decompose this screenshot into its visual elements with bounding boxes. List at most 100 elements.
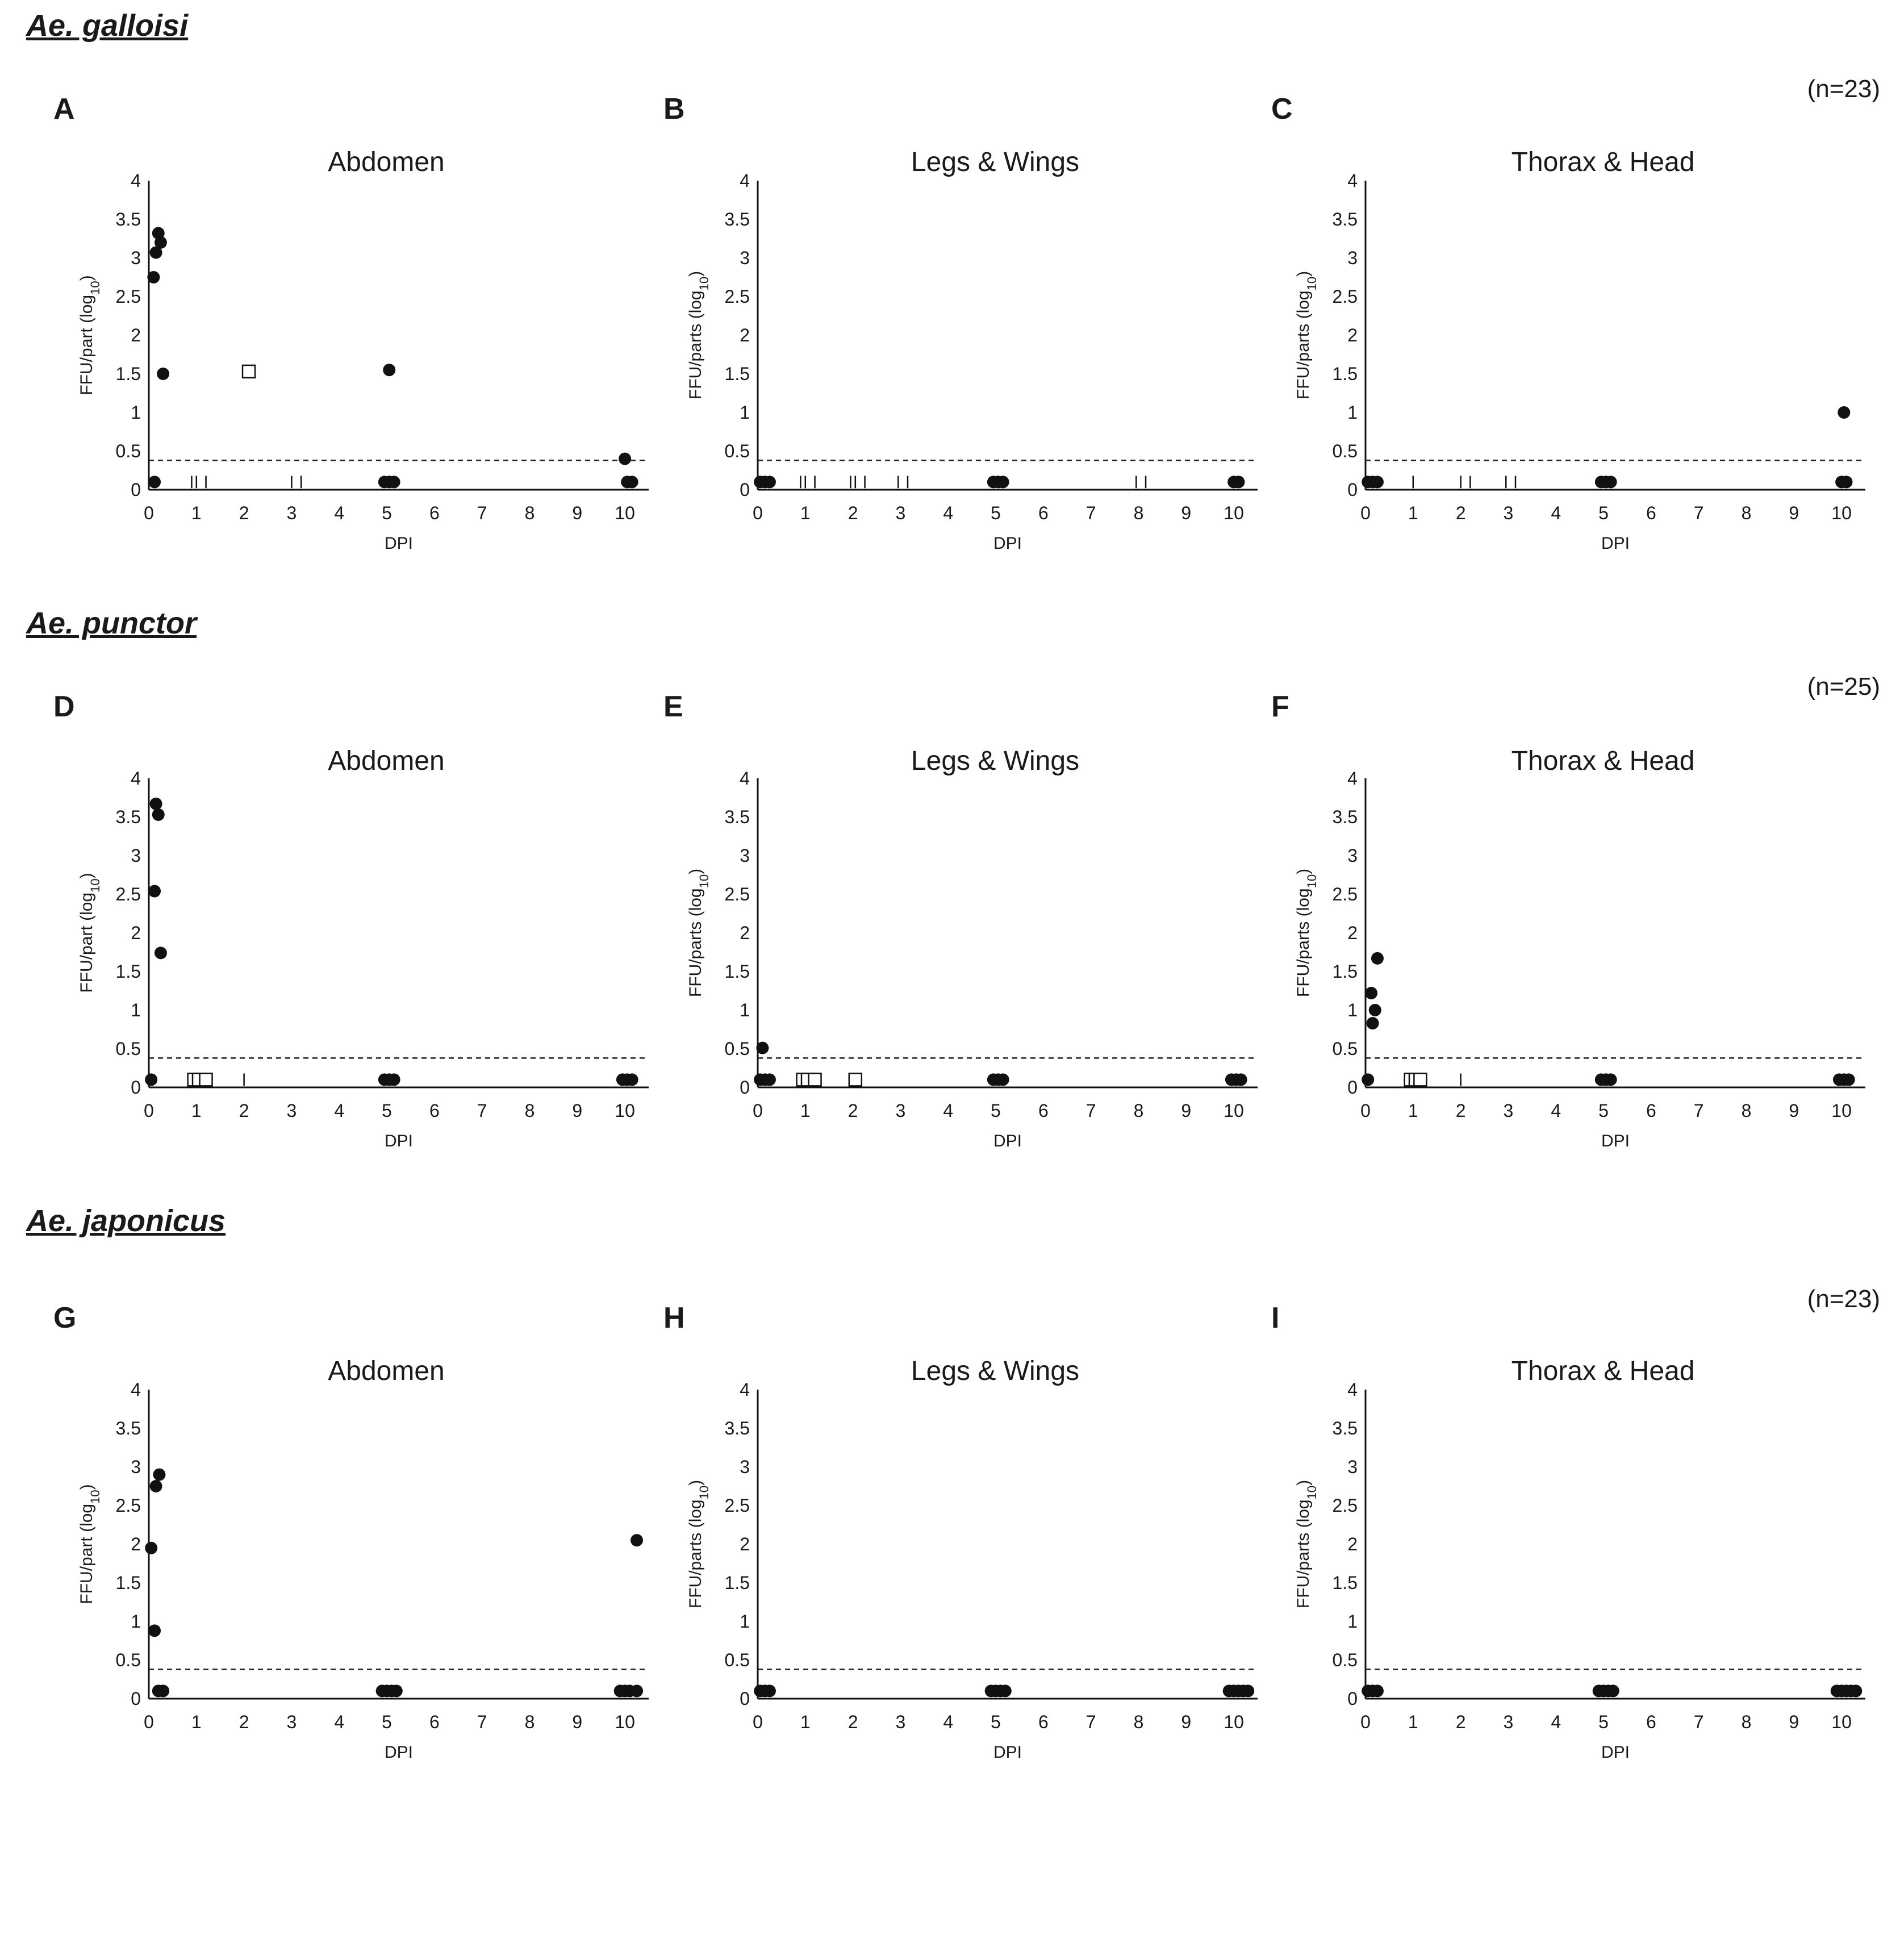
y-tick-label: 3 xyxy=(1347,1457,1358,1477)
y-axis-label: FFU/parts (log10) xyxy=(1294,271,1319,399)
x-tick-label: 6 xyxy=(429,1100,440,1121)
x-tick-label: 0 xyxy=(1360,503,1371,523)
y-tick-label: 3.5 xyxy=(725,209,750,230)
data-point xyxy=(631,1534,644,1547)
x-tick-label: 2 xyxy=(1456,503,1466,523)
data-point xyxy=(625,476,638,489)
x-tick-label: 2 xyxy=(239,503,249,523)
y-tick-label: 1 xyxy=(1347,402,1358,423)
data-point xyxy=(631,1684,644,1698)
data-point xyxy=(1604,1073,1617,1086)
x-tick-label: 10 xyxy=(1831,1100,1852,1121)
x-axis-label: DPI xyxy=(1601,534,1630,553)
chart-e: 0 0.5 1 1.5 2 2.5 3 3.5 4 0 1 2 3 4 5 6 7 8 9 10 DPI FFU/part… xyxy=(686,768,1258,1150)
y-tick-label: 3 xyxy=(740,1457,750,1477)
x-tick-label: 0 xyxy=(1360,1100,1371,1121)
chart-b: 0 0.5 1 1.5 2 2.5 3 3.5 4 0 1 2 3 4 5 6 7 8 9 10 DPI FFU/part… xyxy=(686,170,1258,553)
x-tick-label: 5 xyxy=(382,503,392,523)
y-tick-label: 1.5 xyxy=(1333,961,1358,982)
y-tick-label: 3 xyxy=(1347,248,1358,268)
y-tick-label: 3 xyxy=(131,248,141,268)
x-axis-label: DPI xyxy=(385,1132,413,1150)
x-tick-label: 8 xyxy=(1742,1100,1752,1121)
data-point xyxy=(625,1073,638,1086)
y-tick-label: 1 xyxy=(1347,1000,1358,1020)
data-point xyxy=(154,946,167,960)
y-tick-label: 2 xyxy=(1347,1534,1358,1554)
x-tick-label: 6 xyxy=(429,503,440,523)
y-tick-label: 1 xyxy=(1347,1611,1358,1632)
y-tick-label: 3.5 xyxy=(1333,807,1358,827)
y-tick-label: 2 xyxy=(131,923,141,943)
x-tick-label: 9 xyxy=(572,1100,582,1121)
x-tick-label: 0 xyxy=(144,503,154,523)
y-tick-label: 2 xyxy=(740,325,750,345)
data-point xyxy=(383,364,396,377)
x-tick-label: 7 xyxy=(1086,503,1096,523)
x-tick-label: 0 xyxy=(753,1100,763,1121)
x-tick-label: 10 xyxy=(1831,1712,1852,1732)
y-tick-label: 0.5 xyxy=(725,1650,750,1670)
data-point xyxy=(1371,952,1384,965)
data-point xyxy=(1368,1004,1381,1016)
chart-i: 0 0.5 1 1.5 2 2.5 3 3.5 4 0 1 2 3 4 5 6 7 8 9 10 DPI FFU/part… xyxy=(1294,1379,1865,1762)
chart-title-i: Thorax & Head xyxy=(1511,1356,1695,1386)
y-axis-label: FFU/parts (log10) xyxy=(1294,1480,1319,1608)
x-tick-label: 7 xyxy=(1694,503,1704,523)
y-tick-label: 2 xyxy=(1347,923,1358,943)
panel-letter-d: D xyxy=(53,690,75,723)
chart-title-d: Abdomen xyxy=(328,746,445,776)
chart-title-a: Abdomen xyxy=(328,147,445,177)
y-tick-label: 3 xyxy=(131,845,141,866)
y-tick-label: 1.5 xyxy=(725,364,750,384)
y-tick-label: 2 xyxy=(740,923,750,943)
x-tick-label: 5 xyxy=(991,503,1001,523)
panel-letter-g: G xyxy=(53,1302,77,1335)
x-tick-label: 9 xyxy=(1789,503,1799,523)
x-tick-label: 0 xyxy=(753,503,763,523)
y-tick-label: 3 xyxy=(740,248,750,268)
x-tick-label: 4 xyxy=(1551,1100,1561,1121)
y-tick-label: 0.5 xyxy=(725,441,750,461)
data-point xyxy=(756,1041,769,1054)
x-tick-label: 9 xyxy=(1789,1100,1799,1121)
x-tick-label: 4 xyxy=(943,1100,953,1121)
chart-d: 0 0.5 1 1.5 2 2.5 3 3.5 4 0 1 2 3 4 5 6 7 8 9 10 DPI FFU/part… xyxy=(77,768,649,1150)
x-tick-label: 6 xyxy=(1038,503,1049,523)
data-point xyxy=(999,1684,1012,1698)
data-point-square xyxy=(241,364,256,379)
data-point xyxy=(1604,476,1617,489)
x-tick-label: 1 xyxy=(800,503,811,523)
data-point xyxy=(157,1684,170,1698)
data-point xyxy=(1366,1017,1379,1030)
x-tick-label: 7 xyxy=(1086,1100,1096,1121)
data-point xyxy=(1371,1684,1384,1698)
y-tick-label: 0.5 xyxy=(1333,1039,1358,1059)
y-tick-label: 3 xyxy=(740,845,750,866)
x-tick-label: 3 xyxy=(1504,1712,1514,1732)
data-point xyxy=(390,1684,403,1698)
x-tick-label: 3 xyxy=(287,1712,297,1732)
y-axis-label: FFU/part (log10) xyxy=(77,873,102,992)
sample-size-label-galloisi: (n=23) xyxy=(1807,75,1880,103)
chart-title-g: Abdomen xyxy=(328,1356,445,1386)
x-tick-label: 4 xyxy=(1551,503,1561,523)
data-point xyxy=(145,1541,158,1554)
y-tick-label: 3.5 xyxy=(116,807,141,827)
chart-title-f: Thorax & Head xyxy=(1511,746,1695,776)
data-point-square xyxy=(808,1073,822,1087)
x-tick-label: 4 xyxy=(1551,1712,1561,1732)
y-tick-label: 0.5 xyxy=(116,441,141,461)
y-tick-label: 2.5 xyxy=(1333,1495,1358,1516)
y-tick-label: 4 xyxy=(131,1379,141,1400)
x-tick-label: 3 xyxy=(896,1712,906,1732)
y-tick-label: 3.5 xyxy=(116,209,141,230)
x-tick-label: 9 xyxy=(1181,503,1191,523)
y-tick-label: 0 xyxy=(1347,1688,1358,1709)
data-point xyxy=(147,271,160,283)
y-tick-label: 0 xyxy=(1347,479,1358,500)
x-tick-label: 1 xyxy=(1408,1100,1418,1121)
x-tick-label: 6 xyxy=(1646,1100,1656,1121)
panel-letter-a: A xyxy=(53,93,75,126)
x-tick-label: 0 xyxy=(144,1100,154,1121)
